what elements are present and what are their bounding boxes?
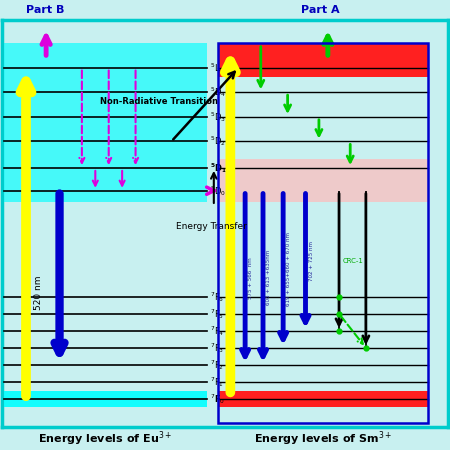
Text: Part A: Part A [301, 5, 340, 15]
Text: $^7$F$_1$: $^7$F$_1$ [210, 375, 225, 389]
Bar [218, 158, 428, 202]
Text: 608 + 613 +635nm: 608 + 613 +635nm [266, 250, 271, 306]
Text: CRC-1: CRC-1 [342, 258, 363, 264]
Bar [218, 44, 428, 77]
Text: $^5$D$_0$: $^5$D$_0$ [210, 184, 226, 198]
Text: 575 + 566  nm: 575 + 566 nm [248, 257, 253, 299]
Bar [4, 43, 207, 202]
Text: $^7$F$_4$: $^7$F$_4$ [210, 324, 225, 338]
Text: 520 nm: 520 nm [34, 276, 43, 310]
Text: 702 + 725 nm: 702 + 725 nm [309, 241, 314, 281]
Text: $^7$F$_0$: $^7$F$_0$ [210, 392, 225, 406]
Text: $^7$F$_6$: $^7$F$_6$ [210, 290, 225, 304]
Text: $^{\bf 5}$D$_{\bf 1}$: $^{\bf 5}$D$_{\bf 1}$ [210, 161, 227, 175]
Text: $^5$D$_3$: $^5$D$_3$ [210, 110, 226, 124]
Text: $^5$D$_4$: $^5$D$_4$ [210, 86, 226, 99]
Text: $^7$F$_5$: $^7$F$_5$ [210, 307, 225, 321]
Text: Energy Transfer: Energy Transfer [176, 221, 247, 230]
Text: 619 + 655+660 + 670 nm: 619 + 655+660 + 670 nm [286, 232, 291, 306]
Text: Part B: Part B [26, 5, 64, 15]
Bar [218, 43, 428, 423]
Text: Energy levels of Sm$^{3+}$: Energy levels of Sm$^{3+}$ [254, 429, 392, 448]
Text: $^7$F$_2$: $^7$F$_2$ [210, 358, 225, 372]
Text: $^5$D$_2$: $^5$D$_2$ [210, 135, 226, 148]
Text: Energy levels of Eu$^{3+}$: Energy levels of Eu$^{3+}$ [38, 429, 172, 448]
Text: Non-Radiative Transition: Non-Radiative Transition [100, 97, 218, 106]
Bar [4, 392, 207, 406]
Bar [218, 392, 428, 406]
Text: $^7$F$_3$: $^7$F$_3$ [210, 341, 225, 355]
Text: $^5$L$_6$: $^5$L$_6$ [210, 61, 225, 75]
